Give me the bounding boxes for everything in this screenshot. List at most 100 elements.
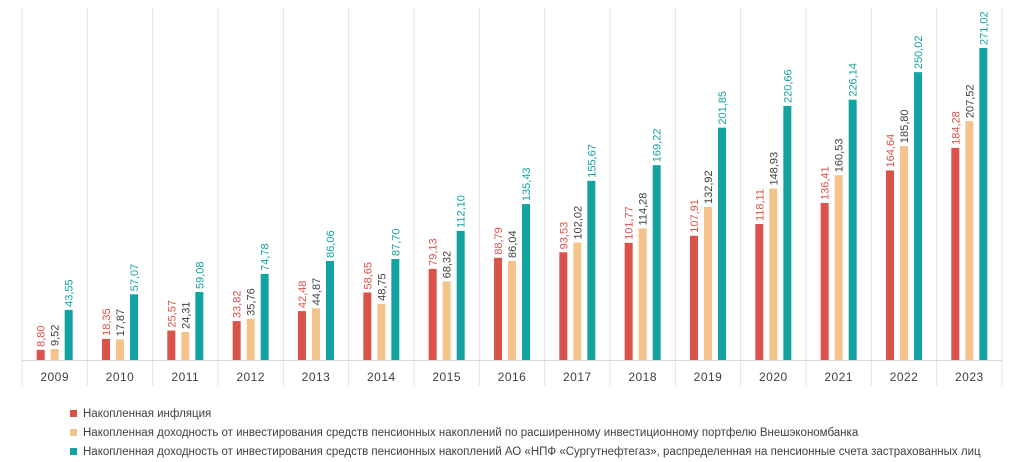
data-label-npf-surgutneftegaz-2020: 220,66 [782, 69, 794, 103]
data-label-inflation-2012: 33,82 [232, 291, 244, 319]
data-label-npf-surgutneftegaz-2015: 112,10 [456, 195, 468, 228]
data-label-npf-surgutneftegaz-2016: 135,43 [521, 167, 533, 201]
bar-inflation-2022 [886, 170, 894, 360]
data-label-veb-portfolio-2021: 160,53 [834, 139, 846, 173]
x-tick-label-2017: 2017 [563, 370, 592, 384]
data-label-veb-portfolio-2014: 48,75 [376, 273, 388, 301]
bar-inflation-2014 [363, 292, 372, 360]
bar-inflation-2012 [232, 321, 241, 360]
data-label-inflation-2017: 93,53 [558, 222, 570, 250]
data-label-inflation-2009: 8,80 [36, 325, 48, 346]
data-label-npf-surgutneftegaz-2023: 271,02 [978, 11, 990, 45]
data-label-npf-surgutneftegaz-2014: 87,70 [390, 229, 402, 257]
x-tick-label-2021: 2021 [824, 370, 853, 384]
x-tick-label-2020: 2020 [759, 370, 788, 384]
bar-npf-surgutneftegaz-2023 [979, 48, 988, 360]
x-tick-label-2014: 2014 [367, 370, 396, 384]
legend-swatch-veb-portfolio [70, 429, 77, 436]
bar-veb-portfolio-2023 [965, 121, 974, 360]
bar-veb-portfolio-2013 [312, 308, 320, 360]
data-label-inflation-2022: 164,64 [885, 134, 897, 168]
bar-inflation-2011 [167, 330, 176, 360]
legend-label-veb-portfolio: Накопленная доходность от инвестирования… [83, 426, 859, 439]
bar-npf-surgutneftegaz-2009 [64, 309, 73, 360]
data-label-inflation-2021: 136,41 [820, 166, 832, 200]
bar-veb-portfolio-2018 [638, 228, 647, 360]
data-label-npf-surgutneftegaz-2011: 59,08 [194, 261, 206, 289]
data-label-npf-surgutneftegaz-2013: 86,06 [325, 230, 337, 258]
bar-inflation-2009 [36, 349, 45, 360]
bar-npf-surgutneftegaz-2016 [522, 204, 530, 360]
bar-veb-portfolio-2012 [246, 318, 255, 360]
bar-npf-surgutneftegaz-2019 [718, 127, 726, 360]
bar-npf-surgutneftegaz-2013 [326, 260, 334, 360]
x-tick-label-2015: 2015 [432, 370, 461, 384]
bar-veb-portfolio-2014 [377, 303, 386, 360]
data-label-inflation-2018: 101,77 [624, 206, 636, 240]
data-label-npf-surgutneftegaz-2022: 250,02 [913, 36, 925, 70]
bar-inflation-2017 [559, 252, 568, 360]
data-label-npf-surgutneftegaz-2018: 169,22 [652, 129, 664, 163]
data-label-inflation-2010: 18,35 [101, 308, 113, 336]
bar-inflation-2013 [298, 311, 306, 360]
x-tick-label-2013: 2013 [302, 370, 331, 384]
data-label-inflation-2014: 58,65 [362, 262, 374, 290]
data-labels-layer: 8,80 9,52 43,55 18,35 17,87 57,07 25,57 24,3159… [36, 11, 991, 347]
data-label-npf-surgutneftegaz-2012: 74,78 [260, 243, 272, 271]
x-tick-label-2011: 2011 [171, 370, 199, 384]
x-tick-label-2023: 2023 [955, 370, 984, 384]
bar-npf-surgutneftegaz-2015 [456, 230, 465, 360]
bar-chart: 8,80 9,52 43,55 18,35 17,87 57,07 25,57 24,3159… [21, 8, 1003, 386]
data-label-inflation-2019: 107,91 [689, 199, 701, 233]
bar-veb-portfolio-2019 [704, 206, 712, 360]
data-label-npf-surgutneftegaz-2010: 57,07 [129, 264, 141, 292]
legend-item-inflation: Накопленная инфляция [70, 404, 981, 423]
bar-veb-portfolio-2022 [900, 146, 908, 360]
data-label-veb-portfolio-2016: 86,04 [507, 230, 519, 258]
bar-inflation-2016 [494, 257, 502, 360]
legend-label-npf-surgutneftegaz: Накопленная доходность от инвестирования… [83, 445, 981, 458]
data-label-veb-portfolio-2017: 102,02 [572, 206, 584, 240]
bar-inflation-2019 [690, 235, 698, 360]
data-label-npf-surgutneftegaz-2019: 201,85 [717, 91, 729, 125]
bars-layer [36, 48, 988, 361]
data-label-veb-portfolio-2015: 68,32 [442, 251, 454, 279]
bar-npf-surgutneftegaz-2021 [848, 99, 857, 361]
data-label-inflation-2016: 88,79 [493, 227, 505, 255]
bar-npf-surgutneftegaz-2011 [195, 291, 204, 360]
bar-npf-surgutneftegaz-2014 [391, 259, 400, 360]
data-label-inflation-2020: 118,11 [754, 189, 766, 221]
bar-inflation-2015 [428, 268, 437, 360]
data-label-veb-portfolio-2009: 9,52 [50, 325, 62, 346]
legend-label-inflation: Накопленная инфляция [83, 407, 212, 420]
bar-npf-surgutneftegaz-2022 [914, 72, 922, 360]
data-label-veb-portfolio-2019: 132,92 [703, 170, 715, 204]
data-label-veb-portfolio-2012: 35,76 [246, 288, 258, 316]
bar-inflation-2020 [755, 224, 764, 360]
grid-layer [21, 8, 1003, 386]
bar-veb-portfolio-2015 [442, 281, 451, 360]
data-label-veb-portfolio-2018: 114,28 [638, 193, 650, 226]
bar-npf-surgutneftegaz-2010 [130, 294, 138, 360]
legend-swatch-inflation [70, 410, 77, 417]
data-label-inflation-2015: 79,13 [428, 238, 440, 266]
data-label-veb-portfolio-2011: 24,31 [180, 301, 192, 329]
data-label-npf-surgutneftegaz-2021: 226,14 [848, 63, 860, 97]
legend-item-veb-portfolio: Накопленная доходность от инвестирования… [70, 423, 981, 442]
legend-item-npf-surgutneftegaz: Накопленная доходность от инвестирования… [70, 442, 981, 461]
bar-npf-surgutneftegaz-2017 [587, 180, 596, 360]
x-tick-label-2009: 2009 [40, 370, 69, 384]
bar-inflation-2021 [820, 202, 829, 360]
bar-veb-portfolio-2009 [50, 349, 59, 360]
bar-veb-portfolio-2017 [573, 242, 582, 360]
x-tick-label-2010: 2010 [106, 370, 135, 384]
data-label-veb-portfolio-2010: 17,87 [115, 309, 127, 337]
data-label-inflation-2023: 184,28 [950, 111, 962, 145]
bar-inflation-2010 [102, 338, 110, 360]
data-label-inflation-2013: 42,48 [297, 281, 309, 309]
data-label-veb-portfolio-2013: 44,87 [311, 278, 323, 306]
data-label-veb-portfolio-2023: 207,52 [964, 84, 976, 118]
bar-npf-surgutneftegaz-2018 [652, 165, 661, 360]
x-tick-label-2016: 2016 [498, 370, 527, 384]
